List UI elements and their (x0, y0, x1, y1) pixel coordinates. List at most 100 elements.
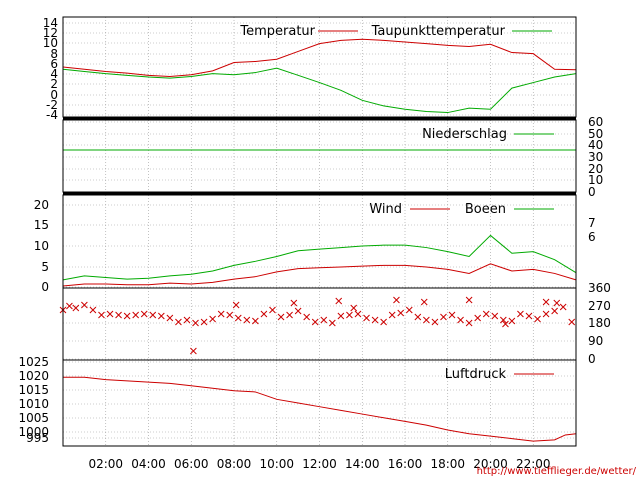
wind-direction-point (553, 299, 561, 307)
legend-label-luftdruck: Luftdruck (445, 367, 507, 382)
wind-direction-point (508, 317, 516, 325)
wind-direction-point (209, 315, 216, 323)
y-tick-label: 1010 (18, 397, 49, 411)
y-tick-label-right: 0 (588, 352, 596, 366)
wind-direction-point (420, 298, 428, 306)
wind-direction-point (423, 316, 430, 324)
wind-direction-point (551, 307, 558, 315)
y-tick-label: 2 (50, 77, 58, 91)
wind-direction-point (66, 302, 73, 310)
wind-direction-point (371, 316, 379, 324)
x-tick-label: 06:00 (174, 457, 209, 471)
wind-direction-point (286, 311, 293, 319)
wind-direction-point (542, 298, 550, 306)
wind-direction-point (350, 304, 358, 312)
y-tick-label-right: 20 (588, 162, 603, 176)
wind-direction-point (217, 310, 225, 318)
y-tick-label-right: 180 (588, 316, 611, 330)
y-tick-label-right: 7 (588, 216, 596, 230)
y-tick-label: 1015 (18, 383, 49, 397)
y-tick-label: 1000 (18, 425, 49, 439)
y-tick-label-right: 50 (588, 127, 603, 141)
wind-direction-point (303, 313, 311, 321)
wind-direction-point (311, 318, 319, 326)
wind-direction-point (243, 316, 251, 324)
wind-direction-point (72, 304, 80, 312)
wind-direction-point (166, 314, 174, 322)
y-tick-label-right: 6 (588, 230, 596, 244)
x-tick-label: 12:00 (302, 457, 337, 471)
wind-direction-point (414, 313, 422, 321)
wind-direction-point (393, 296, 400, 304)
y-tick-label-right: 90 (588, 334, 603, 348)
series-line-luftdruck (63, 376, 577, 442)
wind-direction-point (568, 318, 576, 326)
wind-direction-point (140, 310, 148, 318)
wind-direction-point (106, 310, 114, 318)
wind-direction-point (465, 296, 473, 304)
y-tick-label-right: 30 (588, 150, 603, 164)
legend-label-taupunkttemperatur: Taupunkttemperatur (371, 24, 506, 39)
wind-direction-point (431, 318, 439, 326)
wind-direction-point (448, 311, 456, 319)
y-tick-label: 20 (34, 198, 49, 212)
wind-direction-point (457, 316, 464, 324)
y-tick-label: -4 (46, 108, 58, 122)
wind-direction-point (252, 317, 259, 325)
wind-direction-point (183, 316, 191, 324)
wind-direction-point (320, 316, 328, 324)
panel-frame (62, 359, 577, 447)
y-tick-label: 1005 (18, 411, 49, 425)
wind-direction-point (482, 310, 490, 318)
wind-direction-point (388, 311, 396, 319)
wind-direction-point (405, 306, 413, 314)
y-tick-label-right: 10 (588, 173, 603, 187)
wind-direction-point (175, 318, 182, 326)
wind-direction-point (354, 310, 362, 318)
y-tick-label: 12 (43, 26, 58, 40)
wind-direction-point (542, 310, 550, 318)
wind-direction-point (277, 313, 285, 321)
wind-direction-point (269, 306, 276, 314)
x-tick-label: 10:00 (259, 457, 294, 471)
y-tick-label: 10 (34, 239, 49, 253)
y-tick-label-right: 0 (588, 185, 596, 199)
y-tick-label-right: 60 (588, 115, 603, 129)
y-tick-label: 0 (50, 88, 58, 102)
y-tick-label: 0 (41, 280, 49, 294)
wind-direction-point (517, 310, 524, 318)
wind-direction-point (232, 301, 240, 309)
legend-label-boeen: Boeen (465, 202, 506, 217)
legend-label-temperatur: Temperatur (239, 24, 315, 39)
x-tick-label: 22:00 (516, 457, 551, 471)
y-tick-label: 10 (43, 36, 58, 50)
wind-direction-point (491, 312, 499, 320)
wind-direction-point (234, 314, 242, 322)
y-tick-label: 4 (50, 67, 58, 81)
wind-direction-point (294, 307, 302, 315)
wind-direction-point (337, 312, 345, 320)
wind-direction-point (397, 309, 405, 317)
y-tick-label-right: 270 (588, 299, 611, 313)
series-line-wind (62, 263, 577, 287)
wind-direction-point (440, 313, 447, 321)
series-line-temperatur (62, 38, 577, 77)
y-tick-label: 6 (50, 57, 58, 71)
y-tick-label: 1025 (18, 355, 49, 369)
x-tick-label: 18:00 (430, 457, 465, 471)
wind-direction-point (290, 299, 298, 307)
wind-direction-point (89, 306, 97, 314)
y-tick-label-right: 40 (588, 138, 603, 152)
y-tick-label: 1020 (18, 369, 49, 383)
legend-label-niederschlag: Niederschlag (422, 127, 507, 142)
wind-direction-point (200, 318, 208, 326)
y-tick-label: 8 (50, 47, 58, 61)
credit-link[interactable]: http://www.tiefflieger.de/wetter/ (476, 466, 636, 477)
y-tick-label: 15 (34, 218, 49, 232)
wind-direction-point (123, 312, 131, 320)
y-tick-label: 5 (41, 260, 49, 274)
wind-direction-point (499, 316, 507, 324)
wind-direction-point (226, 311, 234, 319)
